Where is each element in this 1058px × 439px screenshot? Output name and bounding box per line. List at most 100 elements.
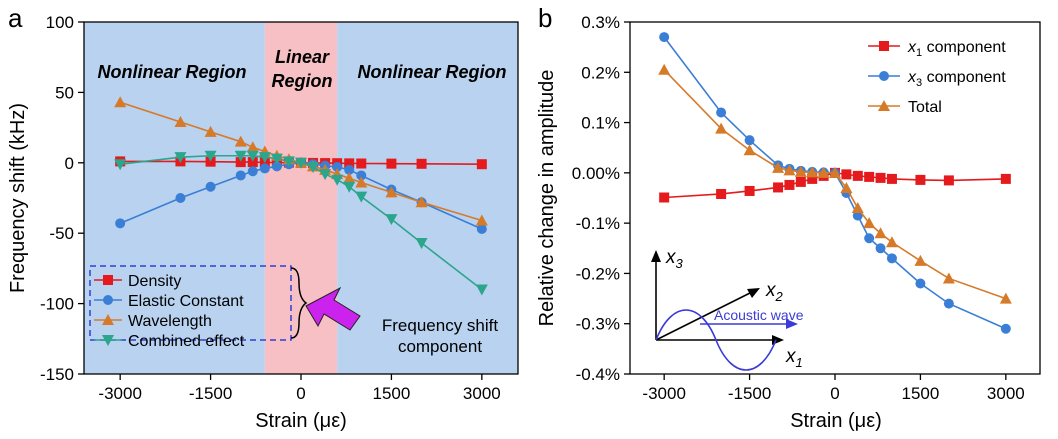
legend-a-marker	[103, 295, 113, 305]
series-3-point	[343, 181, 356, 193]
series-0-point	[659, 192, 670, 203]
y-tick-label: -0.4%	[576, 365, 620, 384]
inset-label-x2: x2	[765, 280, 784, 304]
series-3-point	[307, 162, 320, 174]
panel-a: a Nonlinear Region Nonlinear Region Line…	[7, 3, 519, 432]
series-3-point	[234, 150, 247, 162]
y-tick-label: -150	[40, 365, 74, 384]
x-tick-label: -1500	[189, 384, 232, 403]
inset-label-x3: x3	[665, 247, 684, 271]
series-2-point	[783, 164, 796, 176]
series-2-point	[840, 181, 853, 193]
series-0-point	[416, 158, 427, 169]
region-2	[337, 22, 518, 374]
legend-b-marker	[879, 41, 889, 51]
x-tick-label: -3000	[98, 384, 141, 403]
panel-a-ticks: -3000 -1500 0 1500 3000 -150 -100 -50 0 50 100	[40, 13, 501, 403]
x-tick-label: 3000	[987, 384, 1025, 403]
panel-a-xlabel: Strain (με)	[255, 410, 347, 432]
series-0-point	[344, 158, 355, 169]
series-1-point	[175, 193, 186, 203]
series-1-point	[235, 170, 246, 181]
series-2-point	[829, 166, 841, 178]
series-1-point	[259, 163, 270, 174]
panel-b-ticks: -3000 -1500 0 1500 3000 -0.4% -0.3% -0.2% -0.1% 0…	[572, 13, 1025, 403]
region-label-left: Nonlinear Region	[97, 62, 246, 82]
legend-dashed-box	[89, 265, 292, 341]
series-2-point	[772, 161, 785, 173]
panel-a-label: a	[8, 3, 23, 33]
series-2-point	[475, 214, 488, 226]
x-tick-label: -3000	[642, 384, 685, 403]
panel-b-xlabel: Strain (με)	[790, 410, 882, 432]
y-tick-label: -0.1%	[576, 214, 620, 233]
series-2-point	[863, 217, 876, 229]
series-1-point	[659, 32, 670, 43]
inset-wave-arrowhead	[786, 319, 798, 329]
series-0-point	[943, 175, 954, 186]
y-tick-label: 0.00%	[572, 164, 620, 183]
series-3-point	[114, 159, 127, 171]
panel-a-regions	[84, 22, 518, 374]
series-2-point	[355, 176, 368, 188]
series-3-point	[355, 191, 368, 203]
series-0-point	[915, 174, 926, 185]
series-2-point	[234, 135, 247, 147]
series-0-point	[1000, 173, 1011, 184]
series-2-point	[874, 227, 887, 239]
series-3-point	[385, 214, 398, 226]
series-2-point	[743, 144, 756, 156]
legend-a-marker	[102, 335, 114, 346]
region-label-linear-line1: Linear	[275, 47, 330, 67]
legend-b-marker	[879, 71, 889, 81]
panel-a-ylabel: Frequency shift (kHz)	[7, 103, 29, 293]
annotation-line2: component	[398, 337, 482, 356]
legend-b-var: x	[907, 69, 917, 86]
legend-a-label: Elastic Constant	[128, 293, 244, 310]
series-1-point	[344, 164, 355, 175]
series-0-point	[356, 158, 367, 169]
legend-b-label: x3 component	[907, 69, 1006, 89]
y-tick-label: -50	[49, 224, 74, 243]
x-tick-label: 1500	[373, 384, 411, 403]
series-2-point	[715, 122, 728, 134]
series-3-point	[174, 152, 187, 164]
series-3-point	[415, 238, 428, 250]
panel-b-series	[658, 32, 1012, 334]
series-1-point	[247, 166, 258, 177]
series-2-point	[415, 196, 428, 208]
y-tick-label: -100	[40, 295, 74, 314]
series-2-point	[385, 186, 398, 198]
annotation-arrow	[305, 286, 361, 331]
series-2-point	[817, 166, 830, 178]
series-0-point	[386, 158, 397, 169]
series-1-point	[864, 233, 875, 244]
x-tick-label: 0	[296, 384, 305, 403]
inset-label-x1: x1	[785, 346, 803, 370]
series-2-point	[204, 125, 217, 137]
region-0	[84, 22, 265, 374]
series-3-point	[270, 153, 283, 165]
series-2-point	[794, 165, 807, 177]
region-label-linear-line2: Region	[272, 71, 333, 91]
series-2-point	[999, 292, 1012, 304]
series-3-point	[475, 284, 488, 296]
series-0-point	[744, 185, 755, 196]
series-3-point	[319, 169, 332, 181]
series-1-point	[852, 210, 863, 221]
panel-b: b -3000 -1500 0 1500 3000 -0.4% -0.3% -0.2% -0.1…	[536, 3, 1041, 432]
series-0-point	[852, 170, 863, 181]
inset-axis-x2	[655, 291, 753, 341]
series-1-point	[115, 218, 126, 229]
x-tick-label: 1500	[902, 384, 940, 403]
legend-b-sub: 3	[916, 77, 922, 89]
panel-a-legend-items: Density Elastic Constant Wavelength Combine…	[94, 273, 245, 350]
series-0-point	[841, 169, 852, 180]
panel-a-legend: Density Elastic Constant Wavelength Combine…	[89, 265, 308, 350]
series-2-point	[914, 254, 927, 266]
inset-wave	[655, 309, 777, 371]
series-2-point	[806, 166, 819, 178]
series-3-point	[295, 157, 307, 169]
inset-arrowhead-x3	[651, 250, 661, 262]
